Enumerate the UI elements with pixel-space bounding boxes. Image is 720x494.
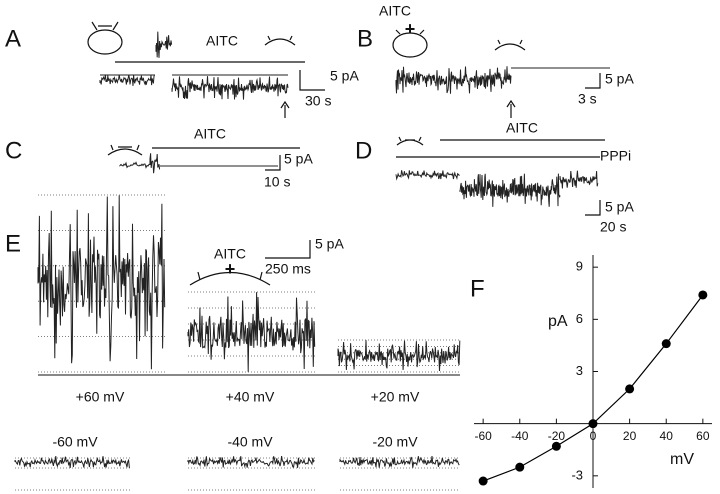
trace — [459, 173, 561, 207]
trace — [149, 153, 161, 174]
data-point — [515, 462, 525, 472]
x-tick-label: -60 — [474, 429, 492, 443]
y-tick-label: 9 — [576, 259, 583, 274]
panel-letter: E — [5, 230, 21, 257]
voltage-label: +60 mV — [76, 389, 125, 405]
data-point — [698, 290, 708, 300]
x-tick-label: -20 — [548, 429, 566, 443]
scale-label: 5 pA — [315, 236, 344, 252]
trace — [187, 292, 316, 372]
trace — [187, 456, 315, 469]
scale-label: 20 s — [600, 219, 626, 235]
panel-letter: F — [470, 275, 485, 302]
panel-letter: C — [5, 137, 22, 164]
trace — [559, 170, 599, 189]
voltage-label: -60 mV — [52, 434, 98, 450]
voltage-label: +40 mV — [226, 389, 275, 405]
x-tick-label: -40 — [511, 429, 529, 443]
scale-label: 30 s — [305, 93, 331, 109]
scale-label: 5 pA — [605, 71, 634, 87]
y-tick-label: 6 — [576, 311, 583, 326]
voltage-label: -40 mV — [227, 434, 273, 450]
drug-label: AITC — [206, 33, 238, 49]
trace — [155, 31, 173, 58]
drug-label: AITC — [214, 246, 246, 262]
voltage-label: +20 mV — [371, 389, 420, 405]
panel-letter: B — [357, 25, 373, 52]
scale-label: 5 pA — [284, 151, 313, 167]
x-tick-label: 0 — [590, 429, 597, 443]
data-point — [478, 476, 488, 486]
y-tick-label: 3 — [576, 363, 583, 378]
data-point — [661, 339, 671, 349]
drug-label: AITC — [194, 126, 226, 142]
scale-label: 5 pA — [605, 199, 634, 215]
trace — [395, 66, 512, 94]
trace — [171, 76, 289, 100]
trace — [395, 170, 460, 181]
x-tick-label: 20 — [623, 429, 637, 443]
scale-label: 3 s — [578, 91, 597, 107]
scale-label: 10 s — [264, 174, 290, 190]
data-point — [625, 384, 635, 394]
trace — [37, 195, 166, 370]
trace — [14, 456, 130, 468]
trace — [339, 456, 460, 468]
data-point — [551, 441, 561, 451]
sign: + — [405, 19, 416, 39]
trace — [119, 161, 150, 169]
traces — [14, 31, 610, 491]
trace — [99, 74, 156, 86]
y-tick-label: -3 — [571, 467, 583, 482]
y-axis-label: pA — [548, 313, 568, 330]
scale-label: 5 pA — [330, 68, 359, 84]
voltage-label: -20 mV — [372, 434, 418, 450]
scale-label: 250 ms — [265, 261, 311, 277]
panel-letter: D — [355, 137, 372, 164]
icons — [87, 21, 605, 286]
panel-letter: A — [5, 25, 21, 52]
blocker-label: PPPi — [600, 148, 631, 164]
drug-label: AITC — [379, 3, 411, 19]
trace — [337, 340, 461, 372]
sign: + — [225, 259, 236, 279]
x-tick-label: 60 — [696, 429, 710, 443]
data-point — [588, 419, 598, 429]
x-tick-label: 40 — [660, 429, 674, 443]
x-axis-label: mV — [670, 451, 694, 468]
drug-label: AITC — [506, 120, 538, 136]
